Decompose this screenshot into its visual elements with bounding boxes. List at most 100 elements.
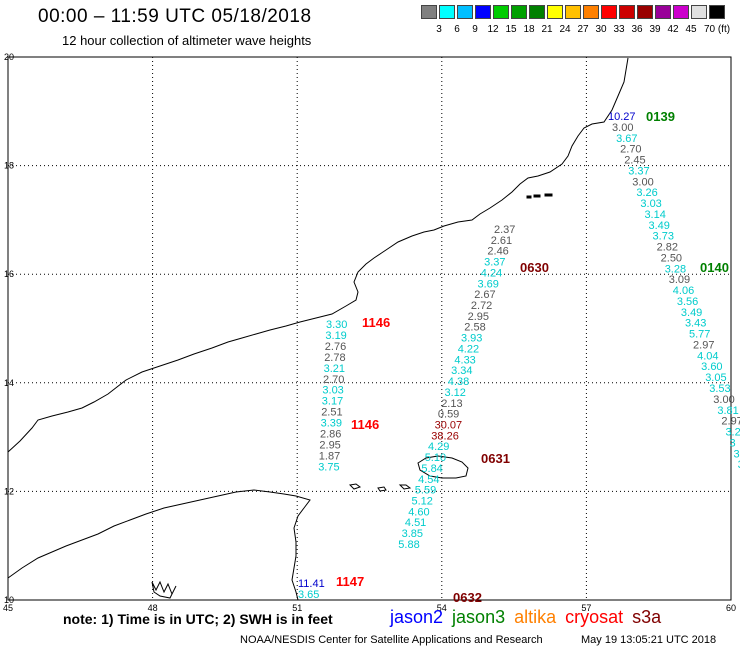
wave-height-value: 3.67 — [616, 133, 637, 145]
colorbar-label: 6 — [454, 24, 460, 35]
wave-height-value: 2.70 — [323, 374, 344, 386]
legend-cryosat: cryosat — [565, 607, 624, 627]
wave-height-value: 2.78 — [324, 352, 345, 364]
colorbar-swatch — [583, 5, 599, 19]
wave-height-value: 3.00 — [713, 394, 734, 406]
wave-height-value: 2.61 — [491, 235, 512, 247]
small-island-2 — [377, 486, 387, 492]
wave-height-value: 3.03 — [640, 198, 661, 210]
wave-height-value: 3.03 — [322, 385, 343, 397]
wave-height-value: 4.29 — [428, 441, 449, 453]
colorbar-swatch — [529, 5, 545, 19]
colorbar-label: 27 — [577, 24, 589, 35]
wave-height-value: 2.70 — [620, 144, 641, 156]
units-note: note: 1) Time is in UTC; 2) SWH is in fe… — [63, 611, 333, 627]
credit-line: NOAA/NESDIS Center for Satellite Applica… — [240, 634, 543, 646]
wave-height-value: 3.37 — [628, 165, 649, 177]
legend-s3a: s3a — [632, 607, 662, 627]
wave-height-value: 2.67 — [474, 289, 495, 301]
colorbar-label: 24 — [559, 24, 571, 35]
wave-height-value: 4.04 — [697, 350, 718, 362]
wave-height-value: 3.30 — [326, 319, 347, 331]
colorbar-swatch — [691, 5, 707, 19]
wave-height-value: 3.05 — [705, 372, 726, 384]
longitude-label: 60 — [726, 603, 736, 613]
wave-height-value: 5.10 — [425, 452, 446, 464]
wave-height-value: 2.50 — [661, 252, 682, 264]
wave-height-value: 3.00 — [612, 122, 633, 134]
wave-height-value: 3 — [738, 459, 740, 471]
wave-height-value: 38.26 — [431, 430, 459, 442]
colorbar-swatch — [547, 5, 563, 19]
coastline-africa — [7, 489, 311, 601]
legend-jason3: jason3 — [452, 607, 506, 627]
coastline-arabia — [7, 57, 629, 453]
wave-height-value: 3 — [730, 437, 736, 449]
colorbar-label: 42 — [667, 24, 679, 35]
wave-height-value: 3.60 — [701, 361, 722, 373]
wave-height-value: 5.84 — [421, 463, 442, 475]
wave-height-value: 5.77 — [689, 329, 710, 341]
wave-height-value: 0.59 — [438, 409, 459, 421]
wave-height-value: 3.81 — [717, 405, 738, 417]
colorbar-label: 15 — [505, 24, 517, 35]
latitude-label: 20 — [4, 52, 14, 62]
colorbar-swatch — [457, 5, 473, 19]
longitude-label: 54 — [437, 603, 447, 613]
pass-number-label: 0139 — [646, 109, 675, 124]
wave-height-value: 2.37 — [494, 224, 515, 236]
wave-height-value: 3.21 — [324, 363, 345, 375]
colorbar-label: 33 — [613, 24, 625, 35]
wave-height-value: 3.17 — [322, 396, 343, 408]
wave-height-value: 2.86 — [320, 429, 341, 441]
pass-number-label: 0631 — [481, 451, 510, 466]
wave-height-value: 3.65 — [298, 589, 319, 601]
pass-number-label: 1146 — [362, 315, 390, 330]
kuria-muria-islands — [526, 193, 553, 199]
wave-height-value: 2.97 — [721, 416, 740, 428]
pass-number-label: 1146 — [351, 417, 379, 432]
longitude-label: 57 — [581, 603, 591, 613]
latitude-label: 12 — [4, 486, 14, 496]
colorbar-swatch — [493, 5, 509, 19]
wave-height-value: 4.22 — [458, 343, 479, 355]
wave-height-value: 2.13 — [441, 398, 462, 410]
generated-timestamp: May 19 13:05:21 UTC 2018 — [581, 634, 717, 646]
wave-height-value: 3.49 — [649, 220, 670, 232]
altimeter-tracks: 10.273.003.672.702.453.373.003.263.033.1… — [298, 111, 740, 601]
wave-height-value: 3.93 — [461, 333, 482, 345]
colorbar-label: 12 — [487, 24, 499, 35]
wave-height-value: 2.82 — [657, 242, 678, 254]
wave-height-value: 30.07 — [435, 419, 463, 431]
wave-height-value: 3.69 — [478, 278, 499, 290]
longitude-label: 48 — [148, 603, 158, 613]
wave-height-value: 2.58 — [464, 322, 485, 334]
wave-height-value: 3.85 — [402, 528, 423, 540]
wave-height-value: 3.26 — [636, 187, 657, 199]
wave-height-value: 2.97 — [693, 339, 714, 351]
wave-height-value: 4.06 — [673, 285, 694, 297]
map-title: 00:00 – 11:59 UTC 05/18/2018 — [38, 6, 312, 27]
legend-jason2: jason2 — [390, 607, 444, 627]
pass-labels: 0139 0140 0630 0631 0632 1146 1146 1147 — [336, 109, 729, 605]
small-island-3 — [398, 484, 412, 490]
wave-height-value: 5.12 — [412, 496, 433, 508]
colorbar-label: 45 — [685, 24, 697, 35]
graticule — [8, 57, 731, 600]
map-frame — [7, 56, 732, 601]
latitude-label: 10 — [4, 595, 14, 605]
wave-height-value: 5.59 — [415, 485, 436, 497]
wave-height-value: 2.95 — [468, 311, 489, 323]
map-subtitle: 12 hour collection of altimeter wave hei… — [62, 33, 312, 48]
wave-height-value: 3.2 — [725, 427, 740, 439]
wave-height-value: 2.72 — [471, 300, 492, 312]
wave-height-value: 3.28 — [665, 263, 686, 275]
wave-height-value: 3.49 — [681, 307, 702, 319]
wave-height-value: 4.51 — [405, 517, 426, 529]
wave-height-value: 4.24 — [481, 267, 502, 279]
pass-number-label: 0140 — [700, 260, 729, 275]
colorbar-swatch — [565, 5, 581, 19]
pass-number-label: 0632 — [453, 590, 482, 605]
wave-height-value: 3.56 — [677, 296, 698, 308]
colorbar-label: 9 — [472, 24, 478, 35]
